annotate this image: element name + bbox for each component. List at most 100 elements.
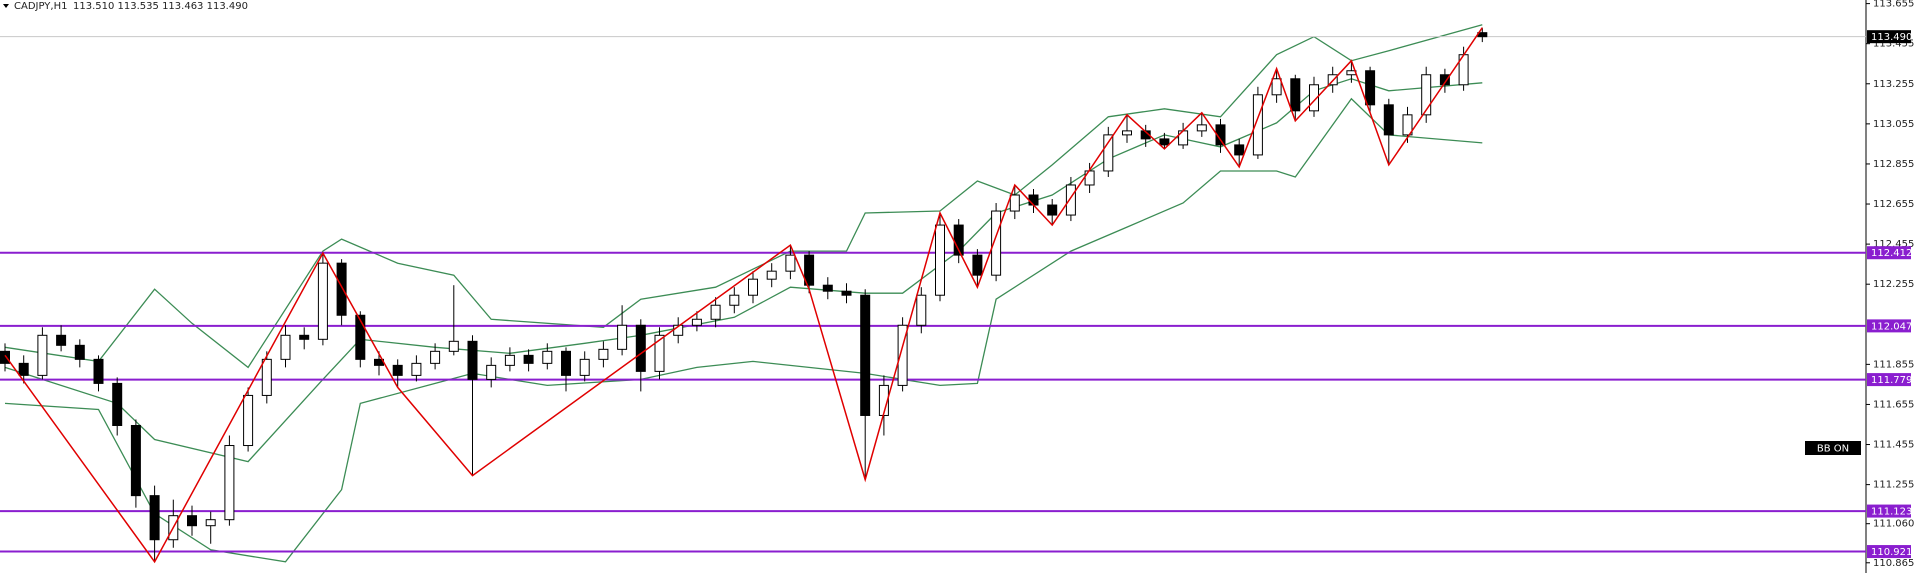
candle-body xyxy=(972,254,983,276)
candle-body xyxy=(56,334,67,346)
candle-body xyxy=(822,284,833,292)
ohlc: 113.510 113.535 113.463 113.490 xyxy=(73,1,248,12)
candle-body xyxy=(392,364,403,376)
candle-body xyxy=(598,348,609,360)
level-badge xyxy=(1867,246,1911,260)
candle-body xyxy=(74,344,85,360)
candle-body xyxy=(467,340,478,380)
candle-body xyxy=(841,290,852,296)
candle-body xyxy=(1065,184,1076,216)
level-badge xyxy=(1867,504,1911,518)
candle-body xyxy=(1159,138,1170,146)
candle-body xyxy=(261,358,272,396)
candle-body xyxy=(187,515,197,527)
candle-body xyxy=(748,278,758,296)
y-tick-label: 110.865 xyxy=(1873,558,1914,569)
level-badge xyxy=(1867,373,1911,387)
candle-body xyxy=(317,262,328,340)
current-price-badge xyxy=(1867,30,1911,44)
candle-body xyxy=(654,334,665,372)
bollinger-band xyxy=(4,24,1483,369)
level-badge xyxy=(1867,545,1911,559)
y-tick-label: 112.255 xyxy=(1873,279,1914,290)
candle-body xyxy=(1047,204,1058,216)
candle-body xyxy=(486,364,497,380)
candle-body xyxy=(18,362,29,376)
candle-body xyxy=(224,445,235,521)
level-label: 112.047 xyxy=(1871,321,1912,332)
y-tick-label: 112.655 xyxy=(1873,199,1914,210)
level-label: 110.921 xyxy=(1871,547,1912,558)
candle-body xyxy=(785,254,796,272)
y-tick-label: 111.455 xyxy=(1873,440,1914,451)
candle-body xyxy=(935,224,945,296)
candle-body xyxy=(1215,124,1226,146)
candle-body xyxy=(1084,170,1095,186)
collapse-arrow[interactable] xyxy=(3,4,9,8)
symbol: CADJPY,H1 xyxy=(14,1,67,12)
level-label: 111.779 xyxy=(1871,375,1912,386)
candle-body xyxy=(112,382,123,426)
level-label: 111.123 xyxy=(1871,507,1912,518)
candle-body xyxy=(523,354,534,364)
level-label: 112.412 xyxy=(1871,248,1912,259)
candle-body xyxy=(1271,78,1282,96)
candle-body xyxy=(617,324,628,350)
y-tick-label: 113.255 xyxy=(1873,79,1914,90)
candle-body xyxy=(635,324,646,372)
candle-body xyxy=(916,294,927,326)
indicator-badge xyxy=(1805,441,1861,455)
candle-body xyxy=(1196,124,1207,132)
candle-body xyxy=(0,350,10,364)
y-tick-label: 113.455 xyxy=(1873,39,1914,50)
y-tick-label: 112.855 xyxy=(1873,159,1914,170)
current-price-label: 113.490 xyxy=(1871,32,1912,43)
zigzag xyxy=(4,27,1483,564)
candle-body xyxy=(1309,84,1319,112)
candle-body xyxy=(280,334,291,360)
candle-body xyxy=(542,350,553,364)
candle-body xyxy=(130,424,141,497)
candle-body xyxy=(93,358,104,384)
candle-body xyxy=(411,362,422,376)
candle-body xyxy=(561,350,571,376)
candle-body xyxy=(1439,74,1450,86)
candle-body xyxy=(1122,130,1132,136)
level-badge xyxy=(1867,319,1911,333)
candle-body xyxy=(991,210,1002,276)
y-tick-label: 111.855 xyxy=(1873,359,1914,370)
y-tick-label: 112.455 xyxy=(1873,239,1914,250)
candle-body xyxy=(1290,78,1301,112)
y-tick-label: 111.060 xyxy=(1873,519,1914,530)
candle-body xyxy=(729,294,740,306)
candle-body xyxy=(1103,134,1114,172)
candle-body xyxy=(1383,104,1394,136)
candle-body xyxy=(1028,194,1039,206)
candle-body xyxy=(1234,144,1245,156)
y-tick-label: 113.055 xyxy=(1873,119,1914,130)
y-tick-label: 111.655 xyxy=(1873,399,1914,410)
candle-body xyxy=(579,358,590,376)
y-tick-label: 113.655 xyxy=(1873,0,1914,10)
candle-body xyxy=(804,254,815,286)
candle-body xyxy=(860,294,871,416)
candle-body xyxy=(1402,114,1413,136)
candle-body xyxy=(448,340,459,352)
y-tick-label: 111.255 xyxy=(1873,480,1914,491)
candle-body xyxy=(243,394,254,447)
indicator-label: BB ON xyxy=(1817,444,1849,455)
candle-body xyxy=(766,270,777,280)
candle-body xyxy=(1009,194,1020,212)
candle-body xyxy=(37,334,48,376)
candle-body xyxy=(336,262,347,316)
candle-body xyxy=(710,304,721,320)
candle-body xyxy=(691,318,702,326)
candle-body xyxy=(430,350,441,364)
candle-body xyxy=(1421,74,1432,116)
candle-body xyxy=(299,334,310,340)
candle-body xyxy=(1365,70,1376,106)
candle-body xyxy=(1252,94,1263,156)
